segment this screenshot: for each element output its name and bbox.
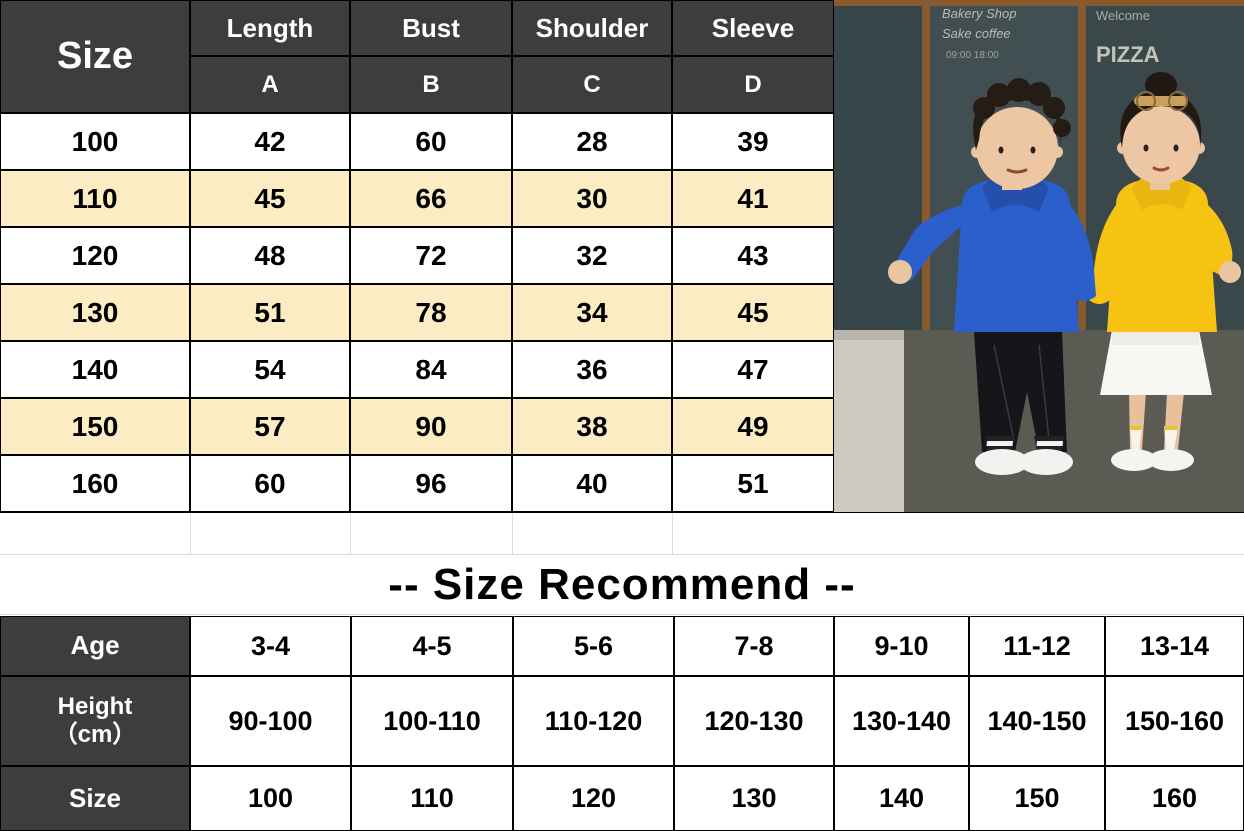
svg-text:09:00 18:00: 09:00 18:00	[946, 50, 999, 61]
svg-text:Welcome: Welcome	[1096, 8, 1150, 23]
svg-text:Bakery Shop: Bakery Shop	[942, 6, 1016, 21]
svg-text:PIZZA: PIZZA	[1096, 42, 1160, 67]
svg-text:Sake coffee: Sake coffee	[942, 26, 1011, 41]
